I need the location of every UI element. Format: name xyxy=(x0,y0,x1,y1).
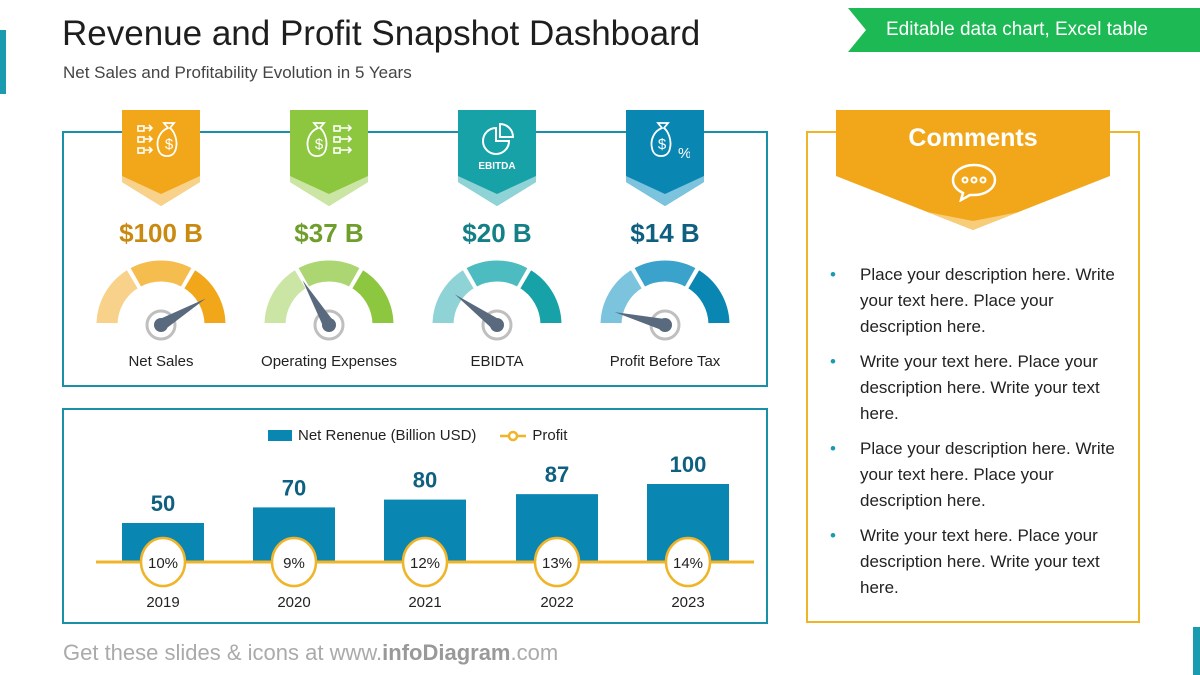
kpi-label: Net Sales xyxy=(128,353,194,370)
x-tick-label: 2022 xyxy=(540,594,573,611)
comment-item: Place your description here. Write your … xyxy=(830,262,1120,340)
footer-suffix: .com xyxy=(510,640,559,665)
svg-text:$: $ xyxy=(658,136,667,153)
profit-marker xyxy=(664,536,712,588)
kpi-value: $37 B xyxy=(294,218,364,248)
svg-text:$: $ xyxy=(165,136,174,153)
legend-swatch-profit xyxy=(500,430,527,441)
footer-pre: Get these slides & icons at www. xyxy=(63,640,383,665)
gauge-needle xyxy=(614,312,667,331)
bar-value-label: 80 xyxy=(413,468,437,493)
footer-brand: infoDiagram xyxy=(382,640,511,665)
profit-label: 14% xyxy=(673,555,703,572)
svg-text:%: % xyxy=(678,145,690,162)
gauge-segment xyxy=(180,266,229,327)
gauge-needle xyxy=(454,294,501,330)
pie-chart-icon: EBITDA xyxy=(478,122,516,172)
x-tick-label: 2019 xyxy=(146,594,179,611)
money-bag-inflow-icon: $ xyxy=(137,122,178,157)
comments-title: Comments xyxy=(908,124,1038,152)
page-subtitle: Net Sales and Profitability Evolution in… xyxy=(63,63,412,82)
svg-text:EBITDA: EBITDA xyxy=(478,161,515,172)
gauge-segment xyxy=(516,266,565,327)
kpi-value: $14 B xyxy=(630,218,700,248)
svg-text:$: $ xyxy=(315,136,324,153)
money-bag-percent-icon: $% xyxy=(650,122,690,162)
bar-value-label: 87 xyxy=(545,462,569,487)
bar-chart: 50 70 80 87 100 10% 2019 9% 2020 12% 2021 13% 2022 14… xyxy=(96,452,754,611)
x-tick-label: 2023 xyxy=(671,594,704,611)
gauge-segment xyxy=(348,266,397,327)
chart-legend: Net Renenue (Billion USD) Profit xyxy=(268,427,567,444)
comment-item: Write your text here. Place your descrip… xyxy=(830,349,1120,427)
bar-value-label: 50 xyxy=(151,491,175,516)
gauge-needle xyxy=(302,280,335,329)
accent-bar xyxy=(0,30,6,94)
legend-label-profit: Profit xyxy=(532,427,568,444)
editable-tag: Editable data chart, Excel table xyxy=(848,8,1200,52)
gauge xyxy=(93,257,229,341)
x-tick-label: 2020 xyxy=(277,594,310,611)
gauge xyxy=(261,257,397,341)
footer-link[interactable]: Get these slides & icons at www.infoDiag… xyxy=(63,640,558,666)
gauge-segment xyxy=(684,266,733,327)
profit-marker xyxy=(533,536,581,588)
kpi-panel xyxy=(62,131,768,387)
profit-label: 12% xyxy=(410,555,440,572)
kpi-banner: $% xyxy=(626,110,704,206)
profit-label: 13% xyxy=(542,555,572,572)
profit-marker xyxy=(270,536,318,588)
speech-bubble-icon xyxy=(951,163,997,202)
gauge xyxy=(597,257,733,341)
comment-item: Write your text here. Place your descrip… xyxy=(830,523,1120,601)
legend-label-revenue: Net Renenue (Billion USD) xyxy=(298,427,477,444)
legend-swatch-revenue xyxy=(268,430,292,441)
kpi-label: EBIDTA xyxy=(470,353,524,370)
kpi-banner: EBITDA xyxy=(458,110,536,206)
kpi-value: $100 B xyxy=(119,218,203,248)
page-title: Revenue and Profit Snapshot Dashboard xyxy=(62,14,701,53)
comments-list: Place your description here. Write your … xyxy=(830,262,1120,610)
accent-bar xyxy=(1193,627,1200,675)
kpi-label: Operating Expenses xyxy=(261,353,397,370)
profit-marker xyxy=(139,536,187,588)
bar-value-label: 100 xyxy=(670,452,707,477)
chart-panel xyxy=(62,408,768,624)
money-bag-outflow-icon: $ xyxy=(306,122,353,157)
gauge-needle xyxy=(157,298,206,331)
comment-item: Place your description here. Write your … xyxy=(830,436,1120,514)
bar-value-label: 70 xyxy=(282,475,306,500)
profit-label: 10% xyxy=(148,555,178,572)
kpi-value: $20 B xyxy=(462,218,532,248)
gauge xyxy=(429,257,565,341)
x-tick-label: 2021 xyxy=(408,594,441,611)
profit-marker xyxy=(401,536,449,588)
kpi-label: Profit Before Tax xyxy=(609,353,721,370)
profit-label: 9% xyxy=(283,555,305,572)
